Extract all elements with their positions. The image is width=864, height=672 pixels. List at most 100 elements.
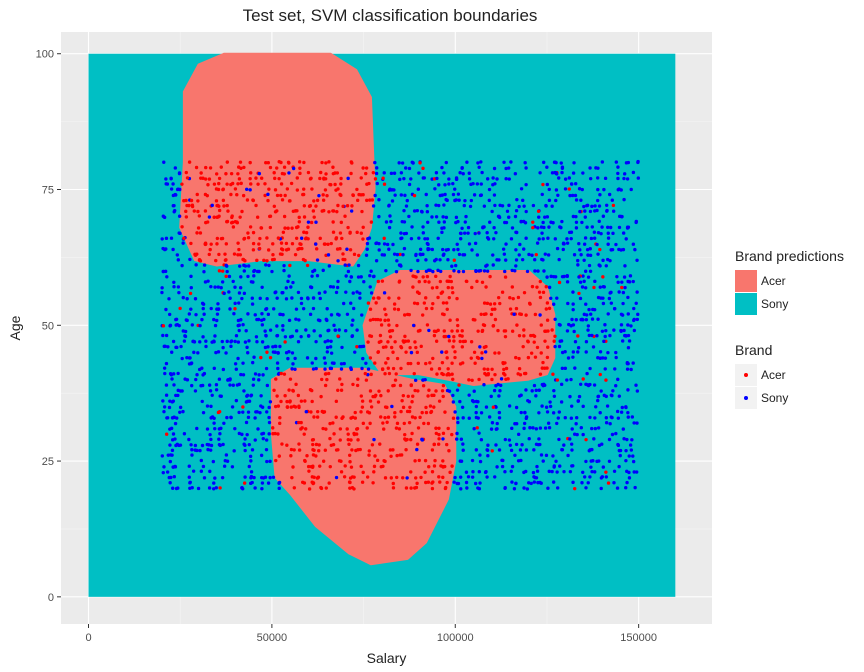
point-sony (173, 421, 178, 426)
point-sony (194, 263, 198, 267)
point-sony (598, 264, 602, 268)
point-sony (430, 177, 434, 181)
point-sony (551, 480, 556, 484)
point-sony (573, 366, 577, 370)
point-sony (336, 259, 340, 263)
point-acer (393, 378, 398, 382)
point-sony (475, 253, 480, 257)
point-acer (543, 339, 547, 343)
point-acer (319, 485, 323, 490)
point-acer (442, 329, 446, 333)
point-sony (224, 351, 228, 355)
point-sony (202, 476, 207, 480)
point-sony (479, 438, 484, 442)
point-sony (581, 470, 585, 474)
x-axis-title: Salary (367, 650, 407, 666)
point-acer (418, 415, 422, 420)
point-sony (424, 258, 428, 262)
point-sony (164, 307, 168, 312)
point-sony (524, 236, 528, 240)
point-acer (322, 176, 326, 180)
point-sony (494, 230, 498, 235)
point-acer (413, 388, 417, 393)
point-acer (359, 394, 364, 398)
point-sony (537, 437, 541, 441)
point-acer (348, 486, 352, 490)
point-sony (577, 187, 582, 191)
point-sony (580, 187, 584, 192)
point-acer (391, 481, 395, 486)
point-sony (351, 318, 355, 322)
point-acer (545, 366, 549, 370)
point-sony (553, 160, 557, 164)
point-acer (541, 290, 546, 295)
point-sony (190, 448, 194, 452)
point-acer (297, 215, 301, 220)
point-sony (181, 241, 185, 245)
point-sony (436, 268, 440, 273)
point-sony (632, 421, 636, 425)
point-sony (231, 383, 236, 387)
point-acer (341, 252, 345, 256)
point-acer (567, 187, 571, 191)
point-sony (471, 181, 475, 186)
point-sony (329, 313, 334, 317)
point-acer (475, 355, 480, 360)
point-acer (410, 415, 415, 419)
point-sony (558, 464, 562, 468)
point-sony (163, 371, 167, 376)
point-sony (460, 226, 464, 230)
point-acer (484, 312, 488, 316)
point-sony (317, 193, 321, 198)
point-sony (574, 214, 578, 219)
point-sony (241, 323, 245, 327)
point-sony (433, 187, 437, 191)
point-acer (521, 344, 525, 349)
point-acer (315, 409, 320, 414)
point-sony (606, 231, 610, 235)
point-sony (588, 247, 592, 251)
point-acer (249, 182, 253, 186)
point-sony (301, 306, 306, 311)
point-sony (266, 481, 271, 485)
point-sony (593, 416, 597, 420)
point-sony (467, 242, 472, 246)
point-sony (430, 215, 434, 219)
point-sony (587, 307, 591, 312)
legend-label: Sony (761, 390, 789, 405)
point-sony (577, 275, 581, 279)
point-sony (402, 208, 406, 213)
point-sony (325, 345, 330, 350)
point-acer (331, 442, 336, 447)
point-sony (330, 361, 335, 365)
point-sony (414, 252, 418, 257)
point-sony (457, 252, 462, 257)
point-acer (205, 220, 210, 224)
point-sony (171, 339, 176, 344)
point-acer (189, 241, 193, 246)
point-sony (617, 225, 622, 230)
point-acer (276, 404, 281, 408)
point-acer (455, 329, 460, 333)
point-sony (306, 220, 311, 224)
point-sony (620, 405, 624, 410)
point-sony (522, 219, 526, 224)
point-sony (404, 204, 409, 208)
point-acer (336, 334, 340, 338)
point-acer (322, 410, 327, 414)
point-acer (553, 334, 557, 339)
point-sony (407, 166, 412, 171)
point-sony (213, 285, 217, 289)
point-sony (626, 333, 631, 338)
point-acer (445, 480, 449, 485)
point-acer (285, 399, 289, 404)
point-sony (551, 221, 555, 225)
point-acer (464, 279, 469, 283)
point-acer (439, 291, 443, 295)
point-acer (215, 203, 220, 208)
point-sony (608, 421, 612, 426)
point-sony (565, 241, 570, 245)
point-sony (325, 350, 330, 354)
point-sony (165, 416, 170, 420)
point-sony (633, 485, 637, 490)
